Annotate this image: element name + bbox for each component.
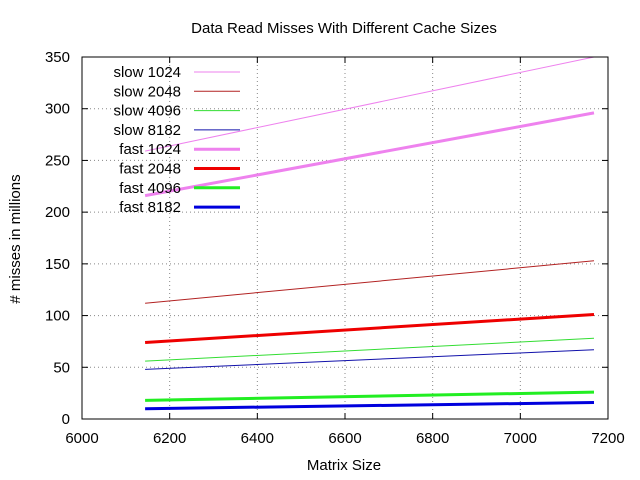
y-tick-label: 100	[45, 308, 70, 325]
x-tick-label: 6200	[153, 430, 186, 447]
chart-title: Data Read Misses With Different Cache Si…	[191, 20, 497, 37]
y-tick-label: 150	[45, 256, 70, 273]
legend: slow 1024 slow 2048 slow 4096 slow 8182 fast…	[113, 64, 240, 216]
y-tick-label: 350	[45, 49, 70, 66]
series-line-fast-8182	[145, 401, 595, 411]
legend-label: slow 2048	[113, 83, 181, 100]
series-line-slow-8182	[145, 349, 595, 370]
y-tick-label: 50	[53, 359, 70, 376]
y-axis-label: # misses in millions	[7, 174, 24, 303]
legend-label: fast 1024	[119, 141, 181, 158]
x-tick-label: 6600	[328, 430, 361, 447]
x-tick-label: 6000	[65, 430, 98, 447]
x-tick-label: 6800	[416, 430, 449, 447]
grid	[82, 57, 608, 419]
y-tick-label: 300	[45, 101, 70, 118]
legend-label: fast 8182	[119, 199, 181, 216]
legend-label: slow 1024	[113, 64, 181, 81]
y-tick-label: 0	[62, 411, 70, 428]
series-line-slow-1024	[144, 56, 595, 152]
series-line-fast-1024	[144, 111, 595, 198]
series-line-slow-2048	[145, 260, 595, 304]
series-line-fast-2048	[145, 313, 595, 344]
legend-label: fast 2048	[119, 161, 181, 178]
x-tick-label: 7200	[591, 430, 624, 447]
x-tick-label: 6400	[241, 430, 274, 447]
x-tick-label: 7000	[504, 430, 537, 447]
legend-label: slow 4096	[113, 103, 181, 120]
y-tick-label: 250	[45, 152, 70, 169]
series-line-slow-4096	[145, 337, 595, 362]
legend-label: slow 8182	[113, 122, 181, 139]
legend-label: fast 4096	[119, 180, 181, 197]
axis-ticks: 6000 6200 6400 6600 6800 7000 7200 0 50 100 150 200…	[45, 49, 625, 447]
y-tick-label: 200	[45, 204, 70, 221]
series-line-fast-4096	[145, 390, 595, 402]
series-layer	[144, 56, 595, 411]
x-axis-label: Matrix Size	[307, 457, 381, 474]
